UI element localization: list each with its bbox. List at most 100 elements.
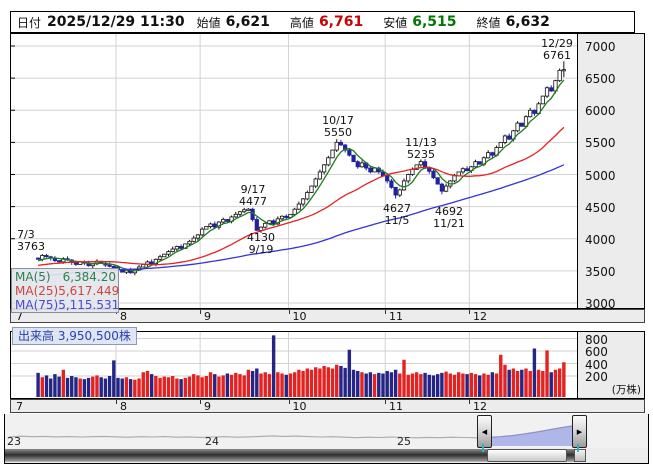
volume-bars <box>36 335 566 397</box>
range-navigator: 23 24 25 ◀ ▶ <box>4 414 649 464</box>
low-label: 安値 <box>383 15 408 30</box>
svg-text:11/13: 11/13 <box>405 136 437 149</box>
open-label: 始値 <box>196 15 221 30</box>
ma-legend-value: 6,384.20 <box>62 270 116 284</box>
month-tick <box>116 400 117 404</box>
price-tick-6000: 6000 <box>585 104 616 119</box>
volume-unit-label: (万株) <box>611 384 641 396</box>
price-tick-3500: 3500 <box>585 264 616 279</box>
ma-legend-row: MA(5) 6,384.20 <box>15 270 116 284</box>
scrollbar-end-block[interactable] <box>574 449 586 462</box>
month-tick <box>385 310 386 314</box>
svg-text:4627: 4627 <box>383 202 411 215</box>
open-group: 始値 6,621 <box>197 14 270 31</box>
ma-legend-row: MA(25) 5,617.449 <box>15 284 120 298</box>
month-label-7: 7 <box>16 400 23 413</box>
ma-legend: MA(5) 6,384.20 MA(25) 5,617.449 MA(75) 5,115.… <box>11 268 119 313</box>
ma-legend-label: MA(25) <box>15 284 59 298</box>
svg-text:11/5: 11/5 <box>385 214 410 227</box>
month-label-8: 8 <box>120 400 127 413</box>
scrollbar-track[interactable] <box>5 449 586 462</box>
left-arrow-icon: ◀ <box>481 427 488 436</box>
svg-text:4477: 4477 <box>239 195 267 208</box>
svg-text:5550: 5550 <box>324 126 352 139</box>
ma-legend-label: MA(5) <box>15 270 51 284</box>
svg-text:9/19: 9/19 <box>249 243 274 256</box>
svg-text:4130: 4130 <box>247 231 275 244</box>
volume-tick-600: 600 <box>585 345 608 359</box>
volume-x-axis: 7 8 9 10 11 12 <box>10 399 645 413</box>
month-tick <box>200 400 201 404</box>
price-tick-4000: 4000 <box>585 232 616 247</box>
ma-legend-row: MA(75) 5,115.531 <box>15 298 119 312</box>
price-chart-plot[interactable]: 7/3 3763 9/17 4477 4130 9/19 10/17 5550 11/13 523… <box>10 33 578 309</box>
low-value: 6,515 <box>412 14 457 30</box>
nav-sparkline <box>8 435 489 439</box>
month-label-10: 10 <box>292 310 307 323</box>
month-label-9: 9 <box>204 400 211 413</box>
ma25-line <box>38 126 565 267</box>
svg-text:4692: 4692 <box>435 205 463 218</box>
month-tick <box>288 310 290 314</box>
price-x-axis: 7 8 9 10 11 12 <box>10 309 645 323</box>
svg-text:10/17: 10/17 <box>322 114 354 127</box>
month-tick <box>200 310 201 314</box>
volume-tick-800: 800 <box>585 332 608 347</box>
price-gridlines <box>11 34 577 308</box>
open-value: 6,621 <box>225 14 270 30</box>
high-value: 6,761 <box>318 14 364 30</box>
navigator-minichart[interactable]: 23 24 25 <box>5 414 648 448</box>
svg-text:12/29: 12/29 <box>541 37 573 50</box>
range-left-handle[interactable]: ◀ <box>477 415 492 448</box>
scrollbar-area <box>5 448 648 463</box>
volume-tick-400: 400 <box>585 357 608 372</box>
scrollbar-thumb[interactable] <box>487 449 567 462</box>
month-tick <box>385 400 386 404</box>
volume-readout: 出来高 3,950,500株 <box>12 327 137 345</box>
quote-header: 日付 2025/12/29 11:30 始値 6,621 高値 6,761 安値… <box>10 11 635 33</box>
volume-y-axis: (万株) 800 600 400 200 <box>577 331 645 399</box>
svg-text:9/17: 9/17 <box>241 183 266 196</box>
ma-legend-value: 5,617.449 <box>58 284 120 298</box>
svg-text:6761: 6761 <box>543 49 571 62</box>
range-right-handle[interactable]: ▶ <box>572 415 587 448</box>
date-label: 日付 <box>17 15 42 30</box>
right-handle-tick <box>577 444 579 452</box>
ma-legend-label: MA(75) <box>15 298 59 312</box>
price-tick-5000: 5000 <box>585 168 616 183</box>
ma75-line <box>38 164 565 278</box>
selected-range-fill[interactable] <box>488 426 572 446</box>
navigator-svg <box>8 425 573 446</box>
price-y-axis: 7000 6500 6000 5500 5000 4500 4000 3500 3000 <box>577 33 645 311</box>
month-label-9: 9 <box>204 310 211 323</box>
month-tick <box>288 400 290 404</box>
month-label-7: 7 <box>16 310 23 323</box>
price-tick-4500: 4500 <box>585 200 616 215</box>
svg-text:7/3: 7/3 <box>17 228 35 241</box>
left-handle-tick <box>482 444 484 452</box>
month-label-11: 11 <box>389 310 403 323</box>
high-group: 高値 6,761 <box>290 14 363 31</box>
month-tick <box>469 400 470 404</box>
svg-text:11/21: 11/21 <box>433 217 465 230</box>
candles <box>35 61 566 276</box>
svg-text:3763: 3763 <box>17 240 45 253</box>
nav-year-25: 25 <box>397 435 411 448</box>
right-arrow-icon: ▶ <box>576 427 583 436</box>
month-tick <box>469 310 470 314</box>
volume-tick-200: 200 <box>585 370 608 384</box>
price-tick-6500: 6500 <box>585 72 616 87</box>
nav-year-23: 23 <box>7 435 21 448</box>
month-label-11: 11 <box>389 400 403 413</box>
month-label-10: 10 <box>292 400 307 413</box>
date-value: 2025/12/29 11:30 <box>47 14 185 30</box>
month-label-12: 12 <box>473 400 487 413</box>
month-label-12: 12 <box>473 310 487 323</box>
price-tick-7000: 7000 <box>585 40 616 54</box>
close-group: 終値 6,632 <box>477 14 550 31</box>
nav-sparkline-selected <box>488 425 573 438</box>
high-label: 高値 <box>289 15 314 30</box>
